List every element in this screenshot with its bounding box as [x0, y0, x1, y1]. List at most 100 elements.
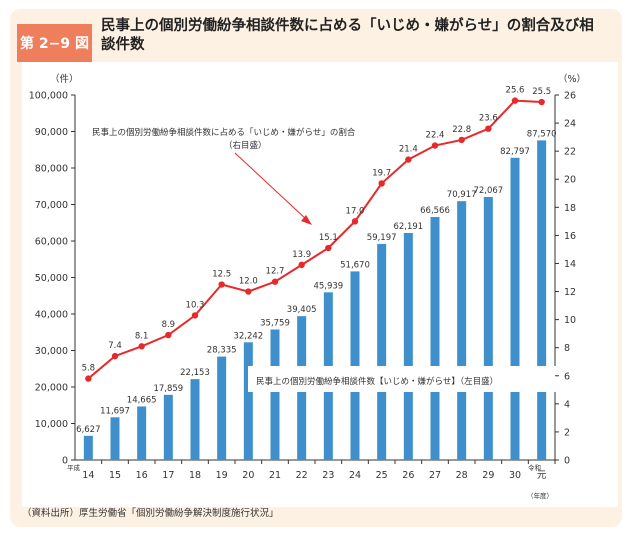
line-value-label: 22.4	[426, 131, 445, 141]
left-tick-label: 60,000	[35, 237, 68, 248]
era-label-reiwa: 令和	[528, 463, 541, 472]
right-tick-label: 10	[564, 315, 576, 326]
right-tick-label: 16	[564, 231, 576, 242]
bar-value-label: 32,242	[233, 331, 263, 341]
line-point	[111, 352, 119, 360]
bar-value-label: 70,917	[447, 190, 477, 200]
x-tick-label: 14	[82, 470, 94, 481]
bar	[110, 417, 120, 460]
annotation-arrow-head	[301, 215, 312, 225]
line-point	[458, 136, 465, 144]
x-tick-label: 19	[216, 470, 228, 481]
line-point	[165, 331, 172, 339]
line-point	[351, 218, 359, 225]
left-tick-label: 30,000	[35, 346, 68, 357]
x-tick-label: 21	[269, 470, 281, 481]
bar	[510, 157, 520, 460]
line-point	[191, 312, 199, 319]
right-tick-label: 6	[564, 371, 570, 382]
line-value-label: 8.9	[162, 320, 176, 330]
right-tick-label: 20	[564, 175, 576, 186]
tick-labels: 0 10,000 20,000 30,000 40,000 50,000 60,000 70,…	[29, 91, 576, 482]
x-tick-label: 27	[429, 470, 441, 481]
bar-value-label: 66,566	[420, 206, 450, 216]
line-value-label: 8.1	[135, 331, 149, 341]
line-labels: 5.8 7.4 8.1 8.9 10.3 12.5 12.0 12.7 13.9 15.1 17.0…	[82, 86, 552, 374]
bar-value-label: 14,665	[127, 395, 157, 405]
bar-value-label: 28,335	[207, 346, 237, 356]
bar-value-label: 39,405	[287, 305, 317, 315]
line-value-label: 12.7	[266, 267, 285, 277]
right-tick-label: 22	[564, 147, 576, 158]
bar	[537, 140, 547, 460]
line-series-annotation-sub: （右目盛）	[224, 140, 267, 151]
annotation-arrow-line	[234, 152, 308, 221]
left-tick-label: 80,000	[35, 164, 68, 175]
x-tick-label: 29	[482, 470, 494, 481]
bar-value-label: 35,759	[260, 318, 290, 328]
line-value-label: 25.5	[532, 87, 551, 97]
line-point	[271, 278, 279, 285]
line-value-label: 7.4	[108, 341, 122, 351]
line-value-label: 23.6	[479, 114, 498, 124]
line-series-annotation: 民事上の個別労働紛争相談件数に占める「いじめ・嫌がらせ」の割合	[92, 127, 356, 138]
bar	[243, 342, 253, 460]
line-path	[87, 99, 542, 380]
bar	[270, 329, 280, 460]
left-tick-label: 0	[62, 456, 68, 467]
bar-value-label: 11,697	[100, 406, 130, 416]
bar-value-label: 72,067	[473, 186, 503, 196]
bar	[83, 435, 93, 460]
bar	[163, 394, 173, 460]
source-note: （資料出所）厚生労働省「個別労働紛争解決制度施行状況」	[22, 508, 279, 519]
bar-value-label: 6,627	[76, 425, 100, 435]
line-value-label: 21.4	[399, 145, 418, 155]
bar	[190, 379, 200, 460]
x-tick-label: 18	[189, 470, 201, 481]
era-label-heisei: 平成	[67, 463, 81, 472]
bar	[137, 406, 147, 460]
x-tick-label: 24	[349, 470, 361, 481]
right-tick-label: 18	[564, 203, 576, 214]
bar-value-label: 59,197	[367, 233, 397, 243]
right-axis-unit: （%）	[558, 73, 586, 85]
right-tick-label: 24	[564, 119, 576, 130]
bar	[217, 356, 227, 460]
bar-value-label: 82,797	[500, 147, 530, 157]
line-point	[138, 343, 145, 350]
line-value-label: 13.9	[292, 250, 311, 260]
bar-value-label: 22,153	[180, 368, 210, 378]
right-tick-label: 2	[564, 427, 570, 438]
left-tick-label: 70,000	[35, 200, 68, 211]
line-point	[325, 244, 332, 252]
line-value-label: 10.3	[186, 300, 205, 310]
x-tick-label: 17	[162, 470, 174, 481]
line-value-label: 12.5	[212, 270, 231, 280]
x-tick-label: 20	[242, 470, 254, 481]
bar	[483, 196, 493, 460]
figure-title: 民事上の個別労働紛争相談件数に占める「いじめ・嫌がらせ」の割合及び相談件数	[101, 18, 594, 53]
line-value-label: 17.0	[346, 206, 365, 216]
line-value-label: 12.0	[239, 277, 258, 287]
left-tick-label: 10,000	[35, 419, 68, 430]
bar-series-annotation: 民事上の個別労働紛争相談件数【いじめ・嫌がらせ】（左目盛）	[256, 376, 498, 387]
x-tick-label: 25	[376, 470, 388, 481]
line-point	[511, 97, 519, 104]
line-point	[298, 261, 305, 269]
bar	[457, 201, 467, 460]
right-tick-label: 26	[564, 91, 576, 102]
line-value-label: 25.6	[506, 86, 525, 96]
x-axis-unit: （年度）	[527, 491, 553, 500]
right-tick-label: 12	[564, 287, 576, 298]
bar	[403, 233, 413, 460]
left-axis-unit: （件）	[50, 73, 79, 85]
line-point	[218, 281, 225, 288]
line-point	[378, 180, 385, 187]
bar-value-label: 87,570	[527, 129, 557, 139]
bar-legend-backdrop	[248, 366, 560, 392]
left-tick-label: 90,000	[35, 127, 68, 138]
x-tick-label: 元	[537, 470, 547, 481]
line-point	[538, 98, 545, 106]
